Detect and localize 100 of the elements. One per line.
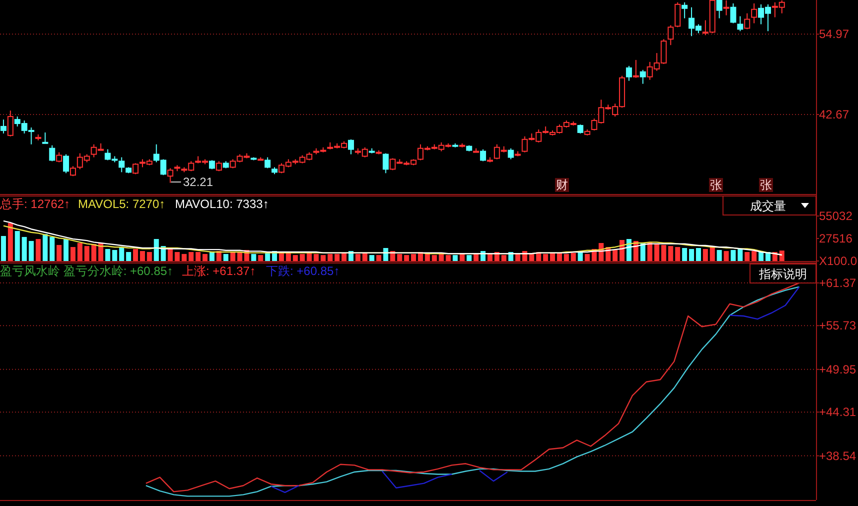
bar bbox=[550, 252, 556, 261]
bar bbox=[196, 252, 201, 261]
bar bbox=[105, 248, 110, 261]
bar bbox=[446, 255, 451, 261]
annotation: MAVOL5: 7270↑ bbox=[78, 197, 166, 211]
bar bbox=[42, 234, 48, 261]
bar bbox=[668, 246, 674, 261]
annotation: 财 bbox=[556, 178, 568, 192]
annotation: 下跌: +60.85↑ bbox=[266, 264, 340, 278]
bar bbox=[404, 255, 410, 261]
candlestick bbox=[49, 144, 56, 162]
candlestick bbox=[480, 148, 486, 162]
bar bbox=[258, 255, 264, 261]
bar bbox=[758, 252, 764, 261]
bar bbox=[744, 252, 750, 261]
annotation: 指标说明 bbox=[758, 267, 807, 281]
candlestick bbox=[216, 160, 222, 172]
bar bbox=[265, 252, 270, 261]
bar bbox=[675, 247, 680, 261]
bar bbox=[362, 252, 368, 261]
bar bbox=[188, 252, 194, 261]
bar bbox=[133, 248, 138, 261]
bar bbox=[36, 239, 41, 261]
annotation: 张 bbox=[710, 178, 722, 192]
bar bbox=[91, 244, 96, 261]
bar bbox=[202, 254, 208, 261]
bar bbox=[716, 250, 722, 261]
y-tick-label: 54.97 bbox=[819, 27, 850, 42]
y-tick-label: 27516 bbox=[819, 232, 853, 246]
bar bbox=[14, 230, 20, 261]
candlestick bbox=[751, 2, 758, 24]
bar bbox=[696, 248, 701, 261]
bar bbox=[292, 255, 298, 261]
bar bbox=[724, 251, 729, 261]
bar bbox=[56, 244, 62, 261]
bar bbox=[209, 252, 214, 261]
bar bbox=[64, 239, 69, 261]
candlestick bbox=[382, 152, 389, 174]
candlestick bbox=[118, 156, 125, 173]
y-tick-label: +49.95 bbox=[819, 362, 856, 376]
bar bbox=[126, 252, 132, 261]
annotation: 上涨: +61.37↑ bbox=[182, 264, 256, 278]
bar bbox=[223, 254, 228, 261]
bar bbox=[182, 254, 187, 261]
bar bbox=[230, 252, 236, 261]
bar bbox=[556, 252, 562, 261]
candlestick bbox=[167, 168, 174, 184]
candlestick bbox=[668, 24, 674, 46]
bar bbox=[480, 251, 486, 261]
bar bbox=[342, 252, 347, 261]
bar bbox=[564, 254, 569, 261]
candlestick bbox=[348, 138, 354, 155]
annotation: 32.21 bbox=[183, 175, 214, 189]
bar bbox=[752, 251, 757, 261]
candlestick bbox=[723, 0, 730, 16]
bar bbox=[682, 248, 688, 261]
bar bbox=[466, 255, 472, 261]
bar bbox=[140, 251, 145, 261]
bar bbox=[8, 222, 13, 261]
bar bbox=[543, 254, 548, 261]
candlestick bbox=[737, 16, 744, 32]
bar bbox=[438, 254, 444, 261]
candlestick bbox=[508, 148, 514, 160]
y-tick-label: 42.67 bbox=[819, 108, 850, 122]
annotation: MAVOL10: 7333↑ bbox=[175, 197, 269, 211]
candlestick bbox=[264, 156, 271, 169]
bar bbox=[119, 247, 124, 261]
candlestick bbox=[730, 2, 736, 24]
bar bbox=[369, 255, 374, 261]
bar bbox=[779, 250, 784, 261]
y-tick-label: +55.73 bbox=[819, 318, 856, 333]
bar bbox=[355, 254, 360, 261]
bar bbox=[77, 243, 82, 261]
bar bbox=[328, 254, 333, 261]
bar bbox=[22, 236, 27, 261]
bar bbox=[28, 240, 34, 261]
bar bbox=[286, 252, 291, 261]
candlestick bbox=[42, 132, 48, 144]
bar bbox=[501, 255, 506, 261]
annotation: 盈亏风水岭 盈亏分水岭: +60.85↑ bbox=[0, 264, 174, 278]
annotation: 张 bbox=[760, 178, 772, 192]
candlestick bbox=[70, 166, 76, 177]
bar bbox=[112, 250, 118, 261]
bar bbox=[411, 254, 416, 261]
bar bbox=[612, 250, 618, 261]
bar bbox=[689, 248, 694, 261]
bar bbox=[146, 252, 152, 261]
bar bbox=[452, 255, 458, 261]
bar bbox=[216, 251, 222, 261]
candlestick bbox=[7, 110, 14, 137]
bar bbox=[0, 236, 6, 261]
candlestick bbox=[682, 2, 688, 19]
bar bbox=[278, 252, 284, 261]
y-tick-label: 55032 bbox=[819, 209, 853, 224]
annotation: 总手: 12762↑ bbox=[0, 197, 70, 211]
y-tick-label: +38.54 bbox=[819, 448, 856, 463]
bar bbox=[710, 247, 715, 261]
bar bbox=[50, 236, 55, 261]
bar bbox=[570, 252, 576, 261]
y-tick-label: +61.37 bbox=[819, 276, 856, 290]
